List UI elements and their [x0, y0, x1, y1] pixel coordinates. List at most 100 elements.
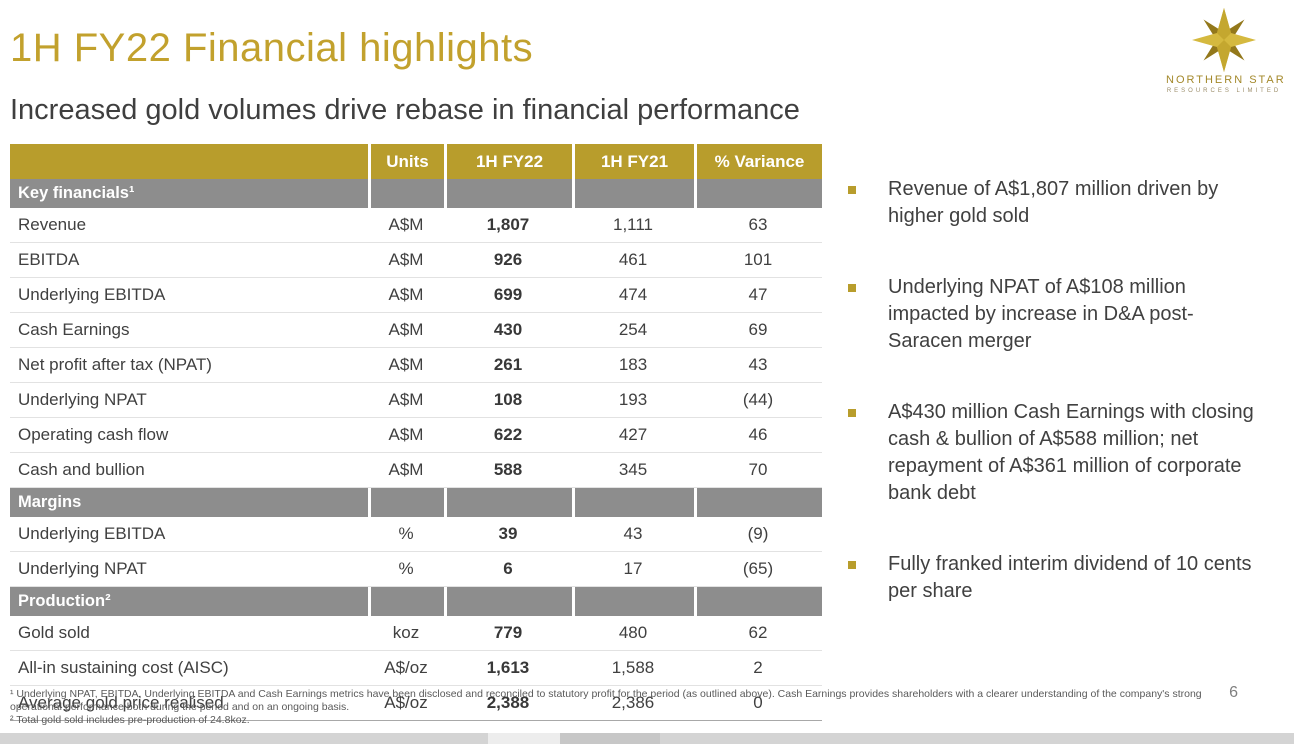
row-label: Underlying NPAT	[10, 552, 368, 587]
cell-fy22: 430	[444, 313, 572, 348]
section-label: Margins	[10, 488, 368, 517]
cell-fy22: 622	[444, 418, 572, 453]
row-label: Net profit after tax (NPAT)	[10, 348, 368, 383]
list-item: Underlying NPAT of A$108 million impacte…	[848, 274, 1260, 355]
column-header-variance: % Variance	[694, 144, 822, 179]
table-row: Revenue A$M 1,807 1,111 63	[10, 208, 822, 243]
company-logo: NORTHERN STAR RESOURCES LIMITED	[1166, 8, 1284, 94]
page-number: 6	[1229, 684, 1238, 701]
section-cell	[694, 488, 822, 517]
row-label: Underlying EBITDA	[10, 517, 368, 552]
bullet-text: Underlying NPAT of A$108 million impacte…	[888, 276, 1194, 352]
section-cell	[444, 179, 572, 208]
cell-units: %	[368, 517, 444, 552]
table-row: Cash Earnings A$M 430 254 69	[10, 313, 822, 348]
cell-fy21: 1,111	[572, 208, 694, 243]
cell-fy21: 2,386	[572, 686, 694, 721]
section-cell	[694, 179, 822, 208]
cell-fy22: 1,613	[444, 651, 572, 686]
row-label: EBITDA	[10, 243, 368, 278]
cell-fy22: 108	[444, 383, 572, 418]
highlights-list: Revenue of A$1,807 million driven by hig…	[848, 176, 1260, 649]
row-label: Gold sold	[10, 616, 368, 651]
cell-variance: 47	[694, 278, 822, 313]
cell-fy22: 699	[444, 278, 572, 313]
row-label: Cash and bullion	[10, 453, 368, 488]
section-label: Production²	[10, 587, 368, 616]
bullet-square-icon	[848, 186, 856, 194]
table-section-production: Production²	[10, 587, 822, 616]
cell-fy21: 427	[572, 418, 694, 453]
row-label: Average gold price realised	[10, 686, 368, 721]
bullet-square-icon	[848, 409, 856, 417]
table-row: Operating cash flow A$M 622 427 46	[10, 418, 822, 453]
table-row: All-in sustaining cost (AISC) A$/oz 1,61…	[10, 651, 822, 686]
cell-fy21: 254	[572, 313, 694, 348]
table-row: Cash and bullion A$M 588 345 70	[10, 453, 822, 488]
cell-units: A$M	[368, 348, 444, 383]
bottom-bar-segment	[560, 733, 660, 744]
footnotes: ¹ Underlying NPAT, EBITDA, Underlying EB…	[10, 688, 1215, 727]
cell-units: A$M	[368, 453, 444, 488]
list-item: Fully franked interim dividend of 10 cen…	[848, 551, 1260, 605]
cell-fy22: 588	[444, 453, 572, 488]
cell-variance: (9)	[694, 517, 822, 552]
section-label: Key financials¹	[10, 179, 368, 208]
row-label: Cash Earnings	[10, 313, 368, 348]
page-title: 1H FY22 Financial highlights	[10, 26, 534, 70]
section-cell	[572, 587, 694, 616]
cell-fy22: 779	[444, 616, 572, 651]
cell-variance: 2	[694, 651, 822, 686]
table-row: EBITDA A$M 926 461 101	[10, 243, 822, 278]
column-header-blank	[10, 144, 368, 179]
section-cell	[572, 488, 694, 517]
cell-units: A$M	[368, 383, 444, 418]
list-item: Revenue of A$1,807 million driven by hig…	[848, 176, 1260, 230]
section-cell	[368, 179, 444, 208]
cell-fy21: 183	[572, 348, 694, 383]
cell-units: A$M	[368, 418, 444, 453]
section-cell	[444, 587, 572, 616]
cell-fy21: 480	[572, 616, 694, 651]
cell-fy22: 6	[444, 552, 572, 587]
cell-units: A$M	[368, 313, 444, 348]
cell-fy22: 261	[444, 348, 572, 383]
cell-variance: 63	[694, 208, 822, 243]
section-cell	[368, 587, 444, 616]
cell-units: A$/oz	[368, 686, 444, 721]
star-icon	[1192, 8, 1256, 72]
table-row: Underlying EBITDA A$M 699 474 47	[10, 278, 822, 313]
cell-variance: 46	[694, 418, 822, 453]
cell-variance: 70	[694, 453, 822, 488]
cell-fy22: 39	[444, 517, 572, 552]
row-label: Operating cash flow	[10, 418, 368, 453]
list-item: A$430 million Cash Earnings with closing…	[848, 399, 1260, 507]
table-row: Underlying NPAT A$M 108 193 (44)	[10, 383, 822, 418]
cell-fy21: 17	[572, 552, 694, 587]
column-header-units: Units	[368, 144, 444, 179]
column-header-1h-fy21: 1H FY21	[572, 144, 694, 179]
cell-variance: (65)	[694, 552, 822, 587]
cell-fy21: 43	[572, 517, 694, 552]
cell-units: A$M	[368, 208, 444, 243]
footnote-2: ² Total gold sold includes pre-productio…	[10, 714, 250, 726]
cell-variance: 101	[694, 243, 822, 278]
cell-fy22: 1,807	[444, 208, 572, 243]
logo-company-subname: RESOURCES LIMITED	[1166, 88, 1282, 94]
section-cell	[572, 179, 694, 208]
table-header-row: Units 1H FY22 1H FY21 % Variance	[10, 144, 822, 179]
row-label: All-in sustaining cost (AISC)	[10, 651, 368, 686]
bullet-square-icon	[848, 561, 856, 569]
bullet-text: Revenue of A$1,807 million driven by hig…	[888, 178, 1219, 227]
cell-fy21: 1,588	[572, 651, 694, 686]
row-label: Revenue	[10, 208, 368, 243]
cell-variance: 0	[694, 686, 822, 721]
financials-table: Units 1H FY22 1H FY21 % Variance Key fin…	[10, 144, 822, 721]
row-label: Underlying EBITDA	[10, 278, 368, 313]
cell-units: A$/oz	[368, 651, 444, 686]
column-header-1h-fy22: 1H FY22	[444, 144, 572, 179]
bottom-bar	[0, 733, 1294, 744]
cell-fy21: 461	[572, 243, 694, 278]
table-row: Underlying NPAT % 6 17 (65)	[10, 552, 822, 587]
